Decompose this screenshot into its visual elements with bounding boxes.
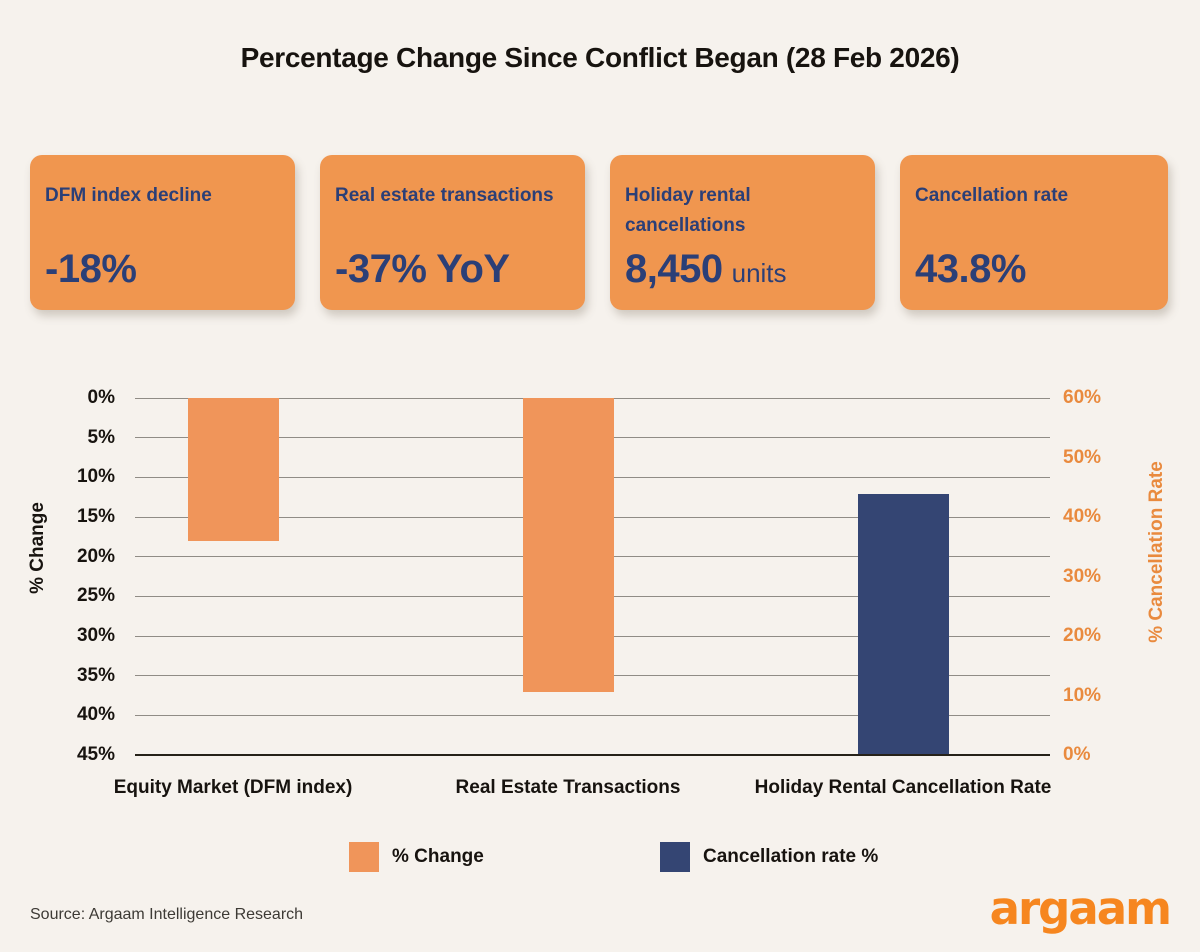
y-axis-right-title: % Cancellation Rate [1146, 461, 1167, 643]
legend-label: Cancellation rate % [703, 846, 879, 867]
y-axis-right-tick-label: 30% [1063, 565, 1102, 587]
stat-card-holiday-rental: Holiday rental cancellations 8,450 units [610, 155, 875, 310]
stat-card-label: DFM index decline [45, 185, 212, 206]
stat-card-value: -37% YoY [335, 247, 510, 291]
y-axis-left-tick-label: 35% [76, 664, 115, 686]
legend-label: % Change [392, 846, 484, 867]
stat-card-value: 43.8% [915, 247, 1026, 291]
bar-pct-change-0 [187, 398, 279, 541]
x-axis-category-label: Equity Market (DFM index) [113, 777, 353, 798]
stat-card-value: -18% [45, 247, 137, 291]
legend-item-pct-change: % Change [349, 842, 484, 872]
x-axis-category-label: Holiday Rental Cancellation Rate [754, 777, 1052, 798]
y-axis-left-tick-label: 10% [76, 466, 115, 488]
stat-card-value-row: -37% YoY [335, 247, 569, 292]
y-axis-left-tick-label: 5% [87, 426, 115, 448]
stat-card-label: Holiday rental cancellations [625, 185, 751, 237]
y-axis-right-tick-label: 0% [1063, 744, 1091, 765]
legend-swatch-orange [349, 842, 379, 872]
x-axis-category-label: Real Estate Transactions [455, 777, 681, 798]
stat-card-real-estate: Real estate transactions -37% YoY [320, 155, 585, 310]
bar-cancellation-rate-2 [857, 494, 949, 755]
y-axis-left-tick-label: 30% [76, 625, 115, 646]
stat-card-label: Cancellation rate [915, 185, 1069, 206]
y-axis-left-tick-label: 15% [76, 506, 115, 527]
stat-card-value: 8,450 [625, 247, 723, 291]
stat-card-value-row: 8,450 units [625, 247, 859, 292]
stat-card-dfm-index: DFM index decline -18% [30, 155, 295, 310]
legend-swatch-navy [660, 842, 690, 872]
stat-card-value-row: -18% [45, 247, 279, 292]
stat-card-suffix: units [731, 258, 787, 288]
y-axis-left-tick-label: 25% [76, 585, 115, 607]
x-axis-line [135, 753, 1050, 756]
stat-card-label: Real estate transactions [335, 185, 554, 206]
bar-pct-change-1 [522, 398, 614, 692]
y-axis-left-tick-label: 20% [76, 545, 115, 567]
gridline [135, 714, 1050, 716]
legend-item-cancellation-rate: Cancellation rate % [660, 842, 878, 872]
y-axis-right-tick-label: 50% [1063, 446, 1102, 468]
stat-card-cancellation-rate: Cancellation rate 43.8% [900, 155, 1168, 310]
y-axis-right-tick-label: 20% [1063, 625, 1102, 646]
argaam-logo: argaam [989, 882, 1172, 935]
y-axis-right-tick-label: 60% [1063, 387, 1102, 408]
source-attribution: Source: Argaam Intelligence Research [30, 906, 304, 923]
y-axis-left-tick-label: 40% [76, 704, 115, 726]
y-axis-left-tick-label: 45% [76, 744, 115, 765]
chart-title: Percentage Change Since Conflict Began (… [240, 42, 960, 73]
y-axis-right-tick-label: 40% [1063, 506, 1102, 527]
stat-card-value-row: 43.8% [915, 247, 1152, 292]
y-axis-left-tick-label: 0% [87, 387, 115, 408]
y-axis-right-tick-label: 10% [1063, 684, 1102, 706]
